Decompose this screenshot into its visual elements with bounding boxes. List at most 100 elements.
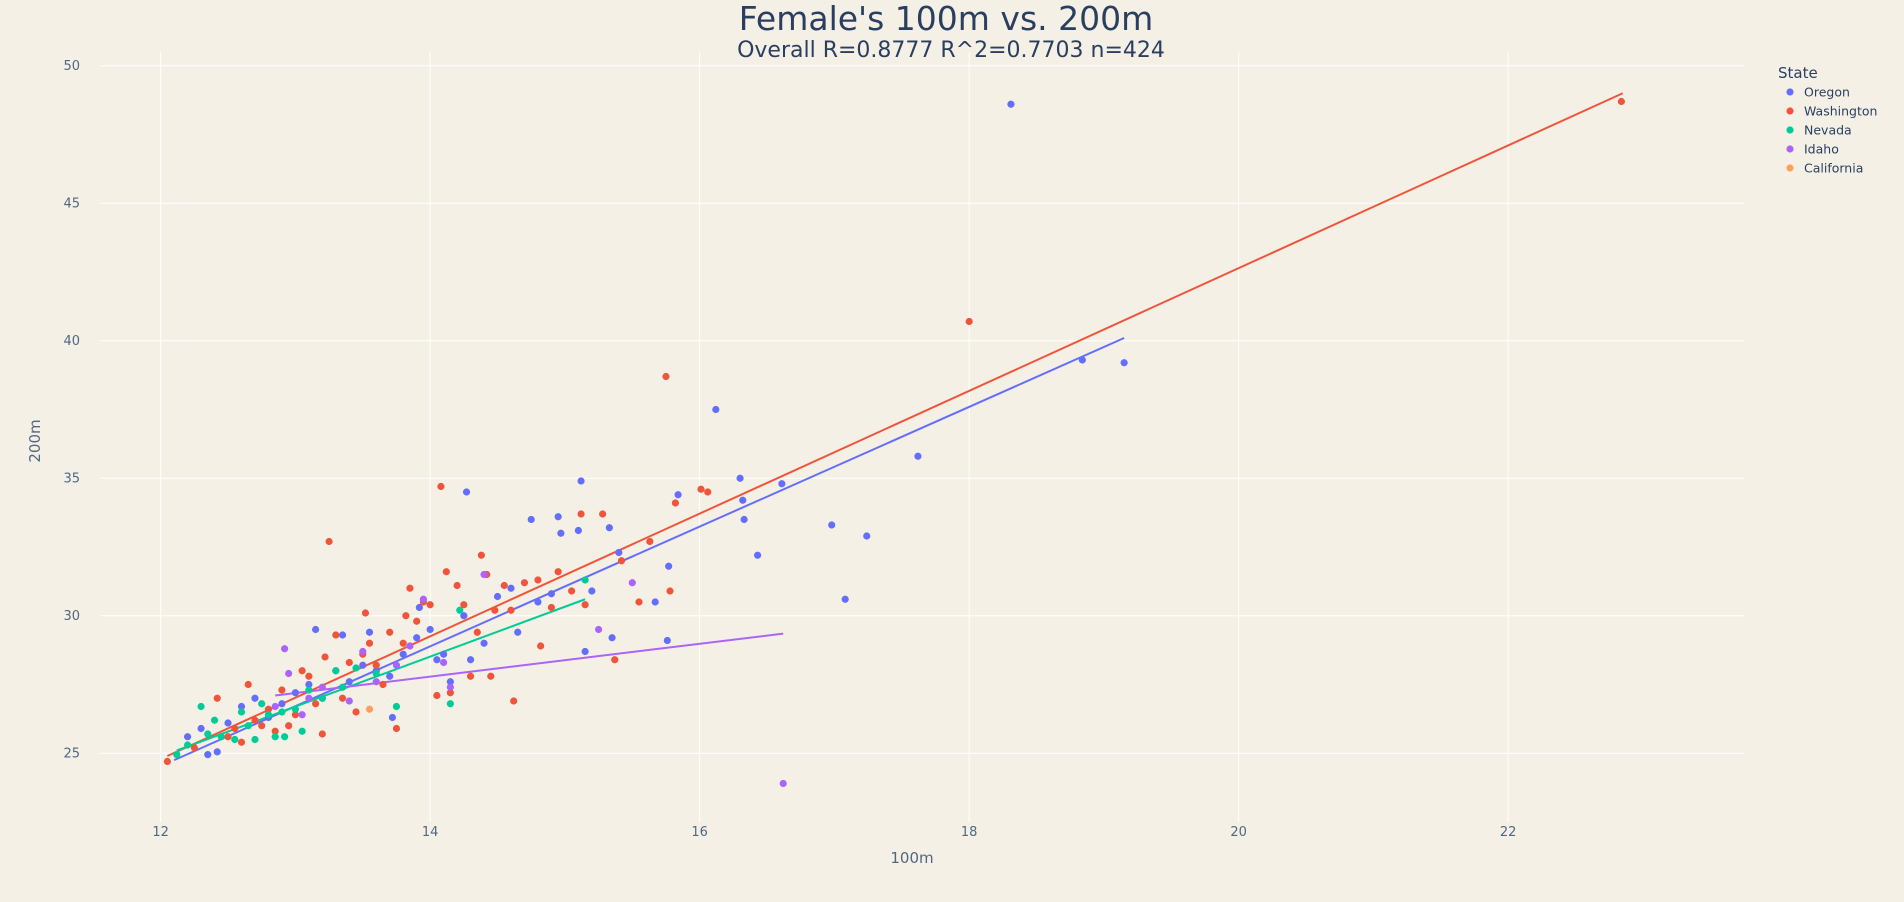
- data-point-nevada[interactable]: [332, 667, 340, 675]
- data-point-washington[interactable]: [477, 551, 485, 559]
- data-point-washington[interactable]: [264, 705, 273, 713]
- data-point-washington[interactable]: [163, 757, 171, 766]
- data-point-oregon[interactable]: [863, 532, 871, 540]
- data-point-washington[interactable]: [599, 510, 607, 518]
- data-point-nevada[interactable]: [456, 606, 464, 614]
- data-point-oregon[interactable]: [828, 521, 836, 529]
- data-point-oregon[interactable]: [388, 713, 397, 722]
- data-point-idaho[interactable]: [628, 579, 636, 587]
- legend-label-washington[interactable]: Washington: [1804, 104, 1877, 119]
- data-point-nevada[interactable]: [210, 716, 219, 724]
- data-point-oregon[interactable]: [914, 452, 922, 460]
- data-point-washington[interactable]: [662, 372, 670, 381]
- data-point-nevada[interactable]: [281, 733, 289, 741]
- data-point-nevada[interactable]: [231, 735, 239, 744]
- data-point-nevada[interactable]: [197, 702, 205, 711]
- data-point-nevada[interactable]: [217, 733, 225, 741]
- data-point-washington[interactable]: [271, 727, 279, 735]
- data-point-washington[interactable]: [365, 639, 374, 647]
- data-point-idaho[interactable]: [446, 683, 454, 691]
- data-point-oregon[interactable]: [581, 647, 589, 656]
- data-point-washington[interactable]: [611, 656, 619, 664]
- data-point-washington[interactable]: [666, 587, 674, 595]
- data-point-washington[interactable]: [278, 686, 286, 694]
- data-point-nevada[interactable]: [372, 669, 380, 678]
- data-point-oregon[interactable]: [712, 405, 720, 414]
- data-point-washington[interactable]: [554, 568, 562, 576]
- data-point-washington[interactable]: [406, 584, 414, 592]
- data-point-idaho[interactable]: [480, 570, 488, 579]
- legend-label-oregon[interactable]: Oregon: [1804, 85, 1850, 100]
- data-point-washington[interactable]: [617, 557, 626, 565]
- data-point-oregon[interactable]: [1120, 359, 1128, 367]
- data-point-idaho[interactable]: [271, 702, 279, 711]
- data-point-nevada[interactable]: [298, 727, 306, 735]
- data-point-idaho[interactable]: [419, 595, 428, 603]
- data-point-nevada[interactable]: [581, 576, 589, 584]
- data-point-washington[interactable]: [291, 711, 299, 719]
- data-point-oregon[interactable]: [665, 562, 673, 570]
- data-point-washington[interactable]: [500, 581, 508, 590]
- data-point-oregon[interactable]: [534, 598, 542, 606]
- data-point-oregon[interactable]: [462, 488, 471, 496]
- data-point-california[interactable]: [365, 705, 374, 713]
- data-point-oregon[interactable]: [386, 672, 394, 680]
- data-point-nevada[interactable]: [204, 730, 212, 738]
- legend-label-idaho[interactable]: Idaho: [1804, 142, 1839, 157]
- data-point-washington[interactable]: [312, 700, 320, 708]
- data-point-washington[interactable]: [258, 722, 266, 730]
- data-point-washington[interactable]: [1617, 97, 1625, 106]
- data-point-idaho[interactable]: [285, 669, 293, 678]
- data-point-washington[interactable]: [321, 653, 329, 661]
- data-point-oregon[interactable]: [433, 656, 441, 664]
- data-point-oregon[interactable]: [237, 702, 246, 711]
- data-point-washington[interactable]: [399, 639, 407, 647]
- data-point-washington[interactable]: [305, 672, 313, 680]
- data-point-washington[interactable]: [433, 691, 441, 700]
- data-point-oregon[interactable]: [574, 526, 582, 535]
- data-point-oregon[interactable]: [740, 515, 748, 524]
- data-point-washington[interactable]: [237, 738, 246, 746]
- data-point-washington[interactable]: [635, 598, 643, 606]
- data-point-washington[interactable]: [437, 482, 445, 491]
- data-point-oregon[interactable]: [577, 477, 585, 485]
- data-point-washington[interactable]: [386, 628, 394, 636]
- data-point-nevada[interactable]: [237, 708, 246, 716]
- data-point-washington[interactable]: [442, 568, 450, 576]
- data-point-idaho[interactable]: [594, 625, 603, 634]
- data-point-washington[interactable]: [671, 499, 680, 507]
- data-point-idaho[interactable]: [281, 645, 289, 653]
- data-point-oregon[interactable]: [312, 625, 320, 634]
- data-point-washington[interactable]: [251, 716, 259, 724]
- data-point-washington[interactable]: [507, 606, 515, 614]
- data-point-oregon[interactable]: [615, 548, 623, 557]
- data-point-oregon[interactable]: [674, 491, 682, 499]
- data-point-washington[interactable]: [547, 603, 556, 612]
- data-point-washington[interactable]: [338, 694, 347, 702]
- data-point-oregon[interactable]: [663, 636, 671, 645]
- data-point-oregon[interactable]: [183, 733, 192, 741]
- data-point-idaho[interactable]: [345, 697, 353, 705]
- legend-label-nevada[interactable]: Nevada: [1804, 123, 1852, 138]
- data-point-oregon[interactable]: [345, 678, 353, 686]
- data-point-oregon[interactable]: [527, 515, 535, 524]
- data-point-nevada[interactable]: [291, 705, 299, 713]
- data-point-oregon[interactable]: [305, 680, 313, 689]
- data-point-idaho[interactable]: [372, 678, 380, 686]
- data-point-oregon[interactable]: [507, 584, 515, 592]
- data-point-washington[interactable]: [704, 488, 712, 496]
- data-point-oregon[interactable]: [841, 595, 849, 603]
- data-point-nevada[interactable]: [271, 733, 279, 741]
- data-point-oregon[interactable]: [213, 748, 221, 756]
- data-point-oregon[interactable]: [466, 656, 475, 664]
- data-point-nevada[interactable]: [183, 741, 192, 749]
- data-point-oregon[interactable]: [399, 650, 407, 658]
- data-point-washington[interactable]: [534, 576, 542, 584]
- data-point-idaho[interactable]: [318, 683, 326, 691]
- data-point-idaho[interactable]: [359, 647, 367, 656]
- data-point-nevada[interactable]: [173, 751, 181, 759]
- data-point-oregon[interactable]: [1007, 100, 1015, 108]
- data-point-oregon[interactable]: [426, 625, 434, 634]
- data-point-washington[interactable]: [231, 724, 239, 733]
- data-point-oregon[interactable]: [446, 678, 454, 686]
